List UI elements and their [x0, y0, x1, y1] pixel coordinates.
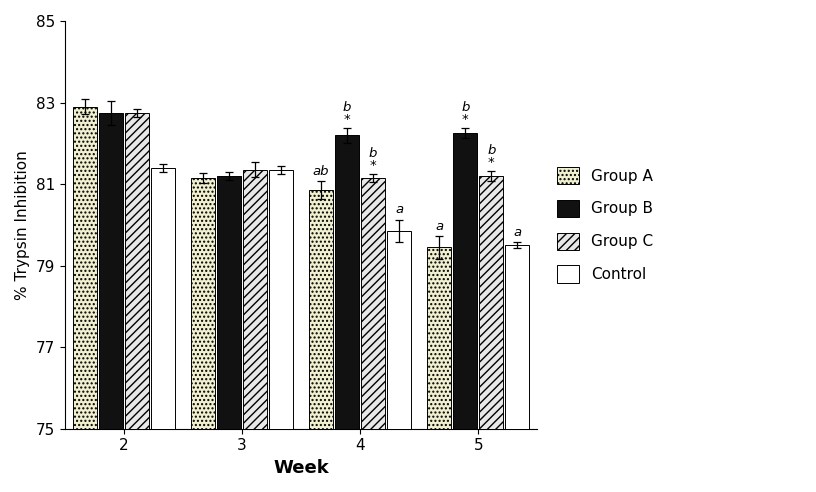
Text: a: a [395, 203, 403, 216]
Text: *: * [370, 159, 376, 172]
Bar [361, 178, 385, 429]
Bar [454, 133, 477, 429]
Bar [388, 231, 411, 429]
Bar [480, 176, 503, 429]
Bar [151, 168, 175, 429]
Text: b: b [487, 144, 495, 157]
Bar [309, 190, 333, 429]
Text: *: * [488, 156, 494, 169]
Bar [99, 113, 122, 429]
X-axis label: Week: Week [273, 459, 329, 477]
Bar [505, 245, 529, 429]
Bar [335, 135, 359, 429]
Bar [269, 170, 293, 429]
Text: ab: ab [313, 165, 330, 178]
Bar [125, 113, 149, 429]
Bar [73, 107, 96, 429]
Text: b: b [461, 101, 469, 114]
Text: *: * [462, 113, 468, 126]
Bar [243, 170, 267, 429]
Y-axis label: % Trypsin Inhibition: % Trypsin Inhibition [15, 150, 30, 300]
Text: b: b [343, 100, 351, 114]
Text: b: b [369, 147, 377, 159]
Text: *: * [344, 113, 350, 126]
Bar [191, 178, 215, 429]
Bar [217, 176, 241, 429]
Text: a: a [435, 219, 443, 233]
Text: a: a [513, 226, 521, 239]
Legend: Group A, Group B, Group C, Control: Group A, Group B, Group C, Control [550, 159, 661, 291]
Bar [428, 247, 451, 429]
